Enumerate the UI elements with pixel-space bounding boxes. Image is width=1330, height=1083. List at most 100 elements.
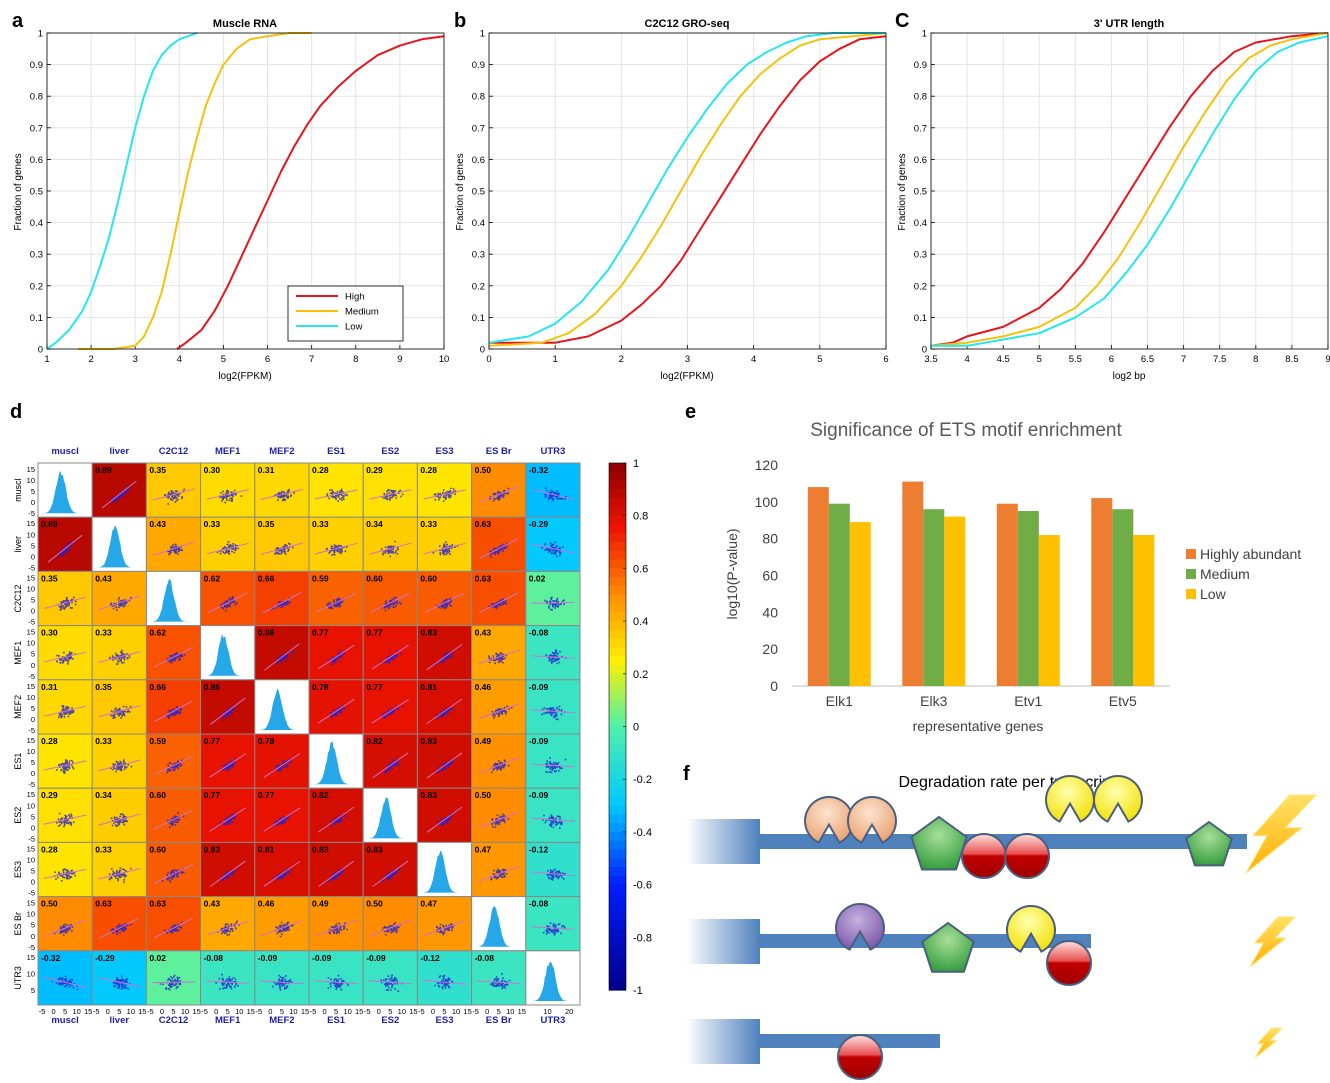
regression-line — [423, 542, 466, 555]
correlation-value: 0.82 — [312, 790, 329, 800]
pentagon-factor-icon — [921, 921, 975, 973]
matrix-cell: -0.29 — [525, 516, 581, 572]
matrix-xtick-label: 5 — [63, 1007, 67, 1016]
colorbar-segment — [609, 744, 626, 754]
correlation-cell-bg — [416, 679, 473, 735]
correlation-value: 0.63 — [475, 519, 492, 529]
colorbar-segment — [609, 884, 626, 894]
panel-c-letter: C — [895, 10, 909, 32]
correlation-value: -0.09 — [529, 790, 549, 800]
matrix-xtick-label: 5 — [442, 1007, 446, 1016]
matrix-column-header: MEF1 — [215, 446, 241, 457]
matrix-ytick-label: 10 — [27, 530, 35, 539]
matrix-xtick-label: -5 — [93, 1007, 100, 1016]
regression-line — [478, 811, 520, 829]
matrix-xtick-label: 10 — [127, 1007, 135, 1016]
matrix-cell — [471, 896, 527, 952]
matrix-cell: -0.12 — [525, 841, 581, 898]
regression-line — [531, 655, 575, 659]
colorbar-segment — [609, 568, 626, 578]
correlation-value: 0.63 — [475, 573, 492, 583]
correlation-value: 0.31 — [41, 682, 58, 692]
regression-line — [101, 480, 137, 509]
correlation-value: 0.47 — [420, 899, 437, 909]
regression-line — [316, 593, 356, 613]
scatter-points — [51, 975, 79, 991]
matrix-ytick-label: 5 — [31, 758, 35, 767]
correlation-cell-bg — [471, 516, 527, 572]
matrix-xtick-label: -5 — [472, 1007, 479, 1016]
correlation-value: 0.66 — [258, 573, 275, 583]
correlation-value: -0.09 — [529, 736, 549, 746]
regression-line — [154, 700, 193, 722]
colorbar-tick-label: 1 — [633, 458, 639, 470]
scatter-points — [54, 868, 76, 882]
matrix-cell: 0.63 — [471, 570, 527, 627]
matrix-xtick-label: 0 — [377, 1007, 381, 1016]
colorbar-segment — [609, 533, 626, 543]
panel-d-letter: d — [10, 401, 22, 423]
matrix-column-footer: liver — [110, 1015, 130, 1026]
scatter-points — [270, 868, 293, 882]
correlation-value: 0.77 — [366, 682, 383, 692]
regression-line — [209, 753, 247, 778]
matrix-xtick-label: 15 — [84, 1007, 92, 1016]
matrix-ytick-label: -5 — [28, 943, 35, 952]
scatter-points — [380, 974, 403, 992]
regression-line — [98, 651, 141, 663]
bar-elk1-low — [849, 522, 871, 686]
matrix-xtick-label: 20 — [565, 1007, 573, 1016]
regression-line — [314, 980, 358, 985]
histogram-bars — [475, 906, 522, 947]
colorbar-tick-label: 0.6 — [633, 563, 648, 575]
matrix-xtick-label: 0 — [51, 1007, 55, 1016]
matrix-ytick-label: 5 — [31, 596, 35, 605]
matrix-xtick-label: -5 — [255, 1007, 262, 1016]
matrix-ytick-label: 0 — [31, 552, 35, 561]
scatter-points — [544, 487, 567, 502]
lightning-bolt-icon — [1245, 794, 1318, 874]
matrix-cell: -0.09 — [525, 733, 581, 789]
correlation-value: 0.28 — [420, 465, 437, 475]
panel-b-axes-box — [488, 32, 887, 350]
panel-b-ytick-label: 0.9 — [472, 60, 485, 71]
regression-line — [314, 489, 358, 500]
matrix-xtick-label: 15 — [355, 1007, 363, 1016]
panel-f-letter: f — [683, 763, 690, 785]
panel-b-xtick-label: 1 — [553, 354, 558, 365]
correlation-value: 0.81 — [258, 844, 275, 854]
matrix-cell: -0.08 — [200, 950, 256, 1006]
correlation-value: -0.09 — [529, 682, 549, 692]
correlation-value: 0.33 — [95, 628, 112, 638]
matrix-xtick-label: 10 — [506, 1007, 514, 1016]
matrix-cell: 0.77 — [200, 787, 256, 843]
matrix-ytick-label: 5 — [31, 812, 35, 821]
correlation-cell-bg — [200, 787, 256, 843]
colorbar-segment — [609, 858, 626, 868]
colorbar-segment — [609, 875, 626, 886]
panel-b-ytick-label: 0.5 — [472, 187, 485, 198]
colorbar-segment — [609, 524, 626, 534]
matrix-cell: 0.43 — [471, 625, 527, 681]
matrix-column-header: ES1 — [327, 446, 346, 457]
matrix-column-header: UTR3 — [540, 446, 565, 457]
matrix-ytick-label: 10 — [27, 910, 35, 919]
panel-b-ytick-label: 0.4 — [472, 218, 485, 229]
regression-line — [152, 488, 195, 501]
colorbar-segment — [609, 840, 626, 851]
bar-ytick-label: 60 — [762, 568, 778, 584]
matrix-ytick-label: 10 — [27, 639, 35, 648]
regression-line — [426, 643, 463, 671]
correlation-value: 0.78 — [258, 736, 275, 746]
matrix-ytick-label: 10 — [27, 476, 35, 485]
correlation-value: -0.29 — [529, 519, 549, 529]
colorbar-segment — [609, 586, 626, 596]
regression-line — [263, 861, 300, 887]
correlation-value: -0.32 — [529, 465, 549, 475]
panel-a-ytick-label: 0.6 — [30, 155, 43, 166]
correlation-value: 0.63 — [149, 899, 166, 909]
matrix-ytick-label: 0 — [31, 661, 35, 670]
correlation-value: 0.50 — [475, 465, 492, 475]
panel-a-title: Muscle RNA — [213, 18, 277, 30]
rna-binding-protein-pacman-icon — [1093, 774, 1143, 823]
